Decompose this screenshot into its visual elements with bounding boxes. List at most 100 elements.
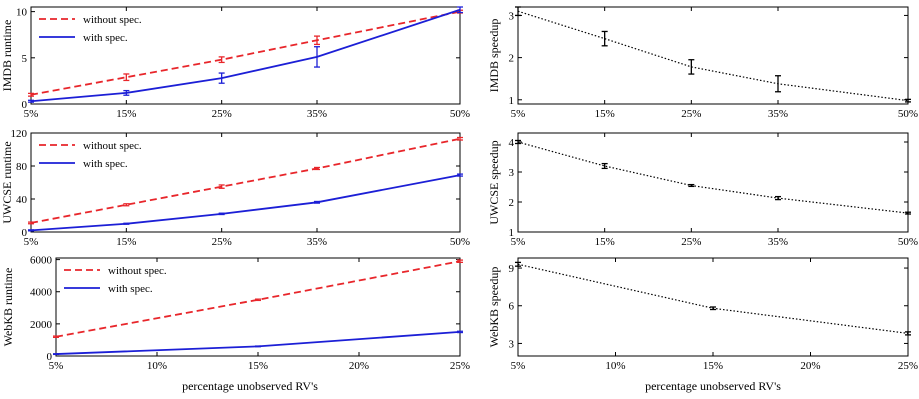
x-axis-label: percentage unobserved RV's [645,379,781,393]
data-point [710,306,716,311]
legend-label: with spec. [108,283,153,295]
x-tick-label: 25% [898,360,918,372]
x-tick-label: 20% [349,360,369,372]
x-tick-label: 5% [49,360,64,372]
y-tick-label: 2000 [30,319,53,331]
x-tick-label: 25% [681,108,701,120]
y-tick-label: 2 [509,53,515,65]
data-point [28,221,34,225]
x-tick-label: 15% [248,360,268,372]
data-point [314,166,320,171]
x-tick-label: 35% [307,108,327,120]
data-point [515,6,521,17]
x-tick-label: 25% [212,108,232,120]
x-tick-label: 5% [511,108,526,120]
y-tick-label: 40 [16,194,28,206]
x-tick-label: 15% [595,108,615,120]
plot-frame [517,6,909,105]
series-line [517,10,909,102]
x-tick-label: 15% [595,236,615,248]
x-tick-label: 35% [768,236,788,248]
y-axis-label: UWCSE runtime [0,141,14,223]
series-line [517,141,909,214]
y-tick-label: 9 [509,263,515,275]
y-tick-label: 1 [509,95,515,107]
data-point [53,335,59,339]
data-point [28,99,34,103]
data-point [775,195,781,201]
y-tick-label: 3 [509,10,515,22]
data-point [314,46,320,68]
data-point [905,331,911,336]
x-tick-label: 25% [212,236,232,248]
data-point [28,92,34,97]
y-tick-label: 0 [22,99,28,111]
legend-label: without spec. [83,14,142,26]
data-point [905,211,911,215]
data-point [314,35,320,46]
series-speedup [515,261,911,336]
panel-6: 5% 10% 15% 20% 25% 3 6 9 WebKB speedup percentage… [487,257,918,393]
panel-5: 5% 10% 15% 20% 25% 0 2000 4000 6000 WebKB runtime… [1,255,470,393]
y-tick-label: 3 [509,338,515,350]
legend-label: with spec. [83,158,128,170]
data-point [457,6,463,14]
data-point [123,73,130,82]
data-point [457,173,463,177]
panel-4: 5% 15% 25% 35% 50% 1 2 3 4 UWCSE speedup [487,132,918,248]
y-tick-label: 4000 [30,287,53,299]
data-point [601,162,608,170]
data-point [775,75,781,93]
y-tick-label: 120 [11,128,28,140]
x-tick-label: 50% [450,236,470,248]
data-point [601,30,608,47]
x-tick-label: 25% [450,360,470,372]
x-tick-label: 10% [605,360,625,372]
data-point [255,298,261,302]
series-with-spec [28,6,463,103]
x-tick-label: 15% [116,108,136,120]
y-tick-label: 2 [509,197,515,209]
plot-frame [30,6,461,105]
y-tick-label: 0 [47,351,53,363]
data-point [123,89,130,96]
y-axis-label: IMDB speedup [487,19,501,93]
data-point [457,259,463,263]
x-tick-label: 50% [898,108,918,120]
data-point [255,345,261,348]
x-tick-label: 5% [511,360,526,372]
y-axis-label: WebKB runtime [1,268,15,347]
panel-2: 5% 15% 25% 35% 50% 1 2 3 IMDB speedup [487,6,918,120]
plot-frame [517,132,909,233]
legend: without spec. with spec. [39,14,142,44]
y-tick-label: 6000 [30,255,53,267]
x-tick-label: 35% [307,236,327,248]
data-point [218,184,225,189]
legend-label: without spec. [83,140,142,152]
legend-label: with spec. [83,32,128,44]
plot-frame [30,132,461,233]
data-point [28,229,34,232]
x-tick-label: 50% [450,108,470,120]
series-with-spec [28,173,463,232]
legend: without spec. with spec. [64,265,167,295]
x-tick-label: 35% [768,108,788,120]
series-line [55,331,461,355]
x-tick-label: 15% [116,236,136,248]
y-tick-label: 3 [509,167,515,179]
y-axis-label: IMDB runtime [0,20,14,92]
x-tick-label: 5% [511,236,526,248]
y-tick-label: 5 [22,53,28,65]
series-line [30,174,461,232]
data-point [457,330,463,334]
series-line [517,263,909,334]
x-tick-label: 25% [681,236,701,248]
y-tick-label: 1 [509,227,515,239]
y-tick-label: 0 [22,227,28,239]
y-tick-label: 80 [16,161,28,173]
data-point [53,353,59,356]
